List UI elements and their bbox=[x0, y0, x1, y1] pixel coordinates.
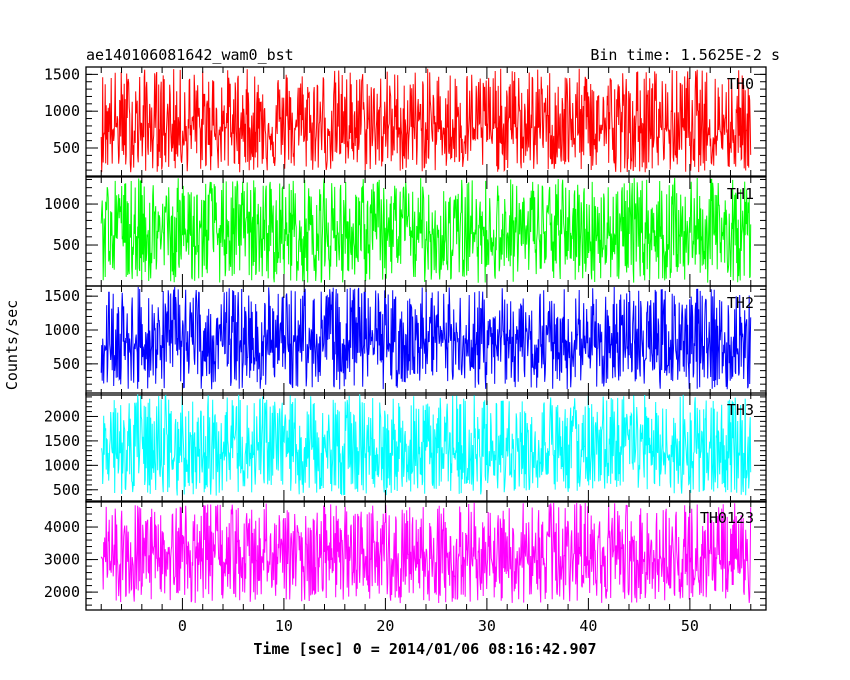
panel-label: TH0123 bbox=[700, 509, 754, 527]
panel-th1: 500 1000 TH1 bbox=[44, 176, 767, 287]
series-th0 bbox=[100, 68, 752, 173]
y-tick-label: 2000 bbox=[44, 583, 80, 601]
series-th3 bbox=[100, 394, 752, 496]
y-tick-label: 1500 bbox=[44, 65, 80, 83]
x-tick-label: 20 bbox=[376, 617, 394, 635]
y-tick-label: 500 bbox=[53, 355, 80, 373]
panel-label: TH3 bbox=[727, 401, 754, 419]
y-tick-label: 500 bbox=[53, 481, 80, 499]
panel-th0123: 2000 3000 4000 TH0123 bbox=[44, 500, 767, 611]
y-tick-label: 1000 bbox=[44, 321, 80, 339]
x-tick-label: 10 bbox=[275, 617, 293, 635]
y-tick-label: 1500 bbox=[44, 287, 80, 305]
y-tick-label: 500 bbox=[53, 139, 80, 157]
x-tick-label: 0 bbox=[178, 617, 187, 635]
y-axis-label: Counts/sec bbox=[3, 300, 21, 390]
series-th1 bbox=[100, 177, 752, 283]
panel-th3: 500 1000 1500 2000 TH3 bbox=[44, 392, 767, 503]
y-tick-label: 2000 bbox=[44, 407, 80, 425]
panel-label: TH2 bbox=[727, 294, 754, 312]
series-th0123 bbox=[100, 502, 752, 604]
panel-label: TH1 bbox=[727, 185, 754, 203]
panel-th0: 500 1000 1500 TH0 bbox=[44, 65, 767, 177]
x-tick-label: 30 bbox=[478, 617, 496, 635]
y-tick-label: 500 bbox=[53, 236, 80, 254]
y-tick-label: 3000 bbox=[44, 551, 80, 569]
y-tick-label: 1500 bbox=[44, 432, 80, 450]
y-tick-label: 1000 bbox=[44, 195, 80, 213]
x-tick-label: 50 bbox=[681, 617, 699, 635]
panel-th2: 500 1000 1500 TH2 bbox=[44, 285, 767, 396]
y-tick-label: 4000 bbox=[44, 518, 80, 536]
panel-label: TH0 bbox=[727, 75, 754, 93]
y-tick-label: 1000 bbox=[44, 456, 80, 474]
chart-title: ae140106081642_wam0_bst bbox=[86, 46, 294, 64]
series-th2 bbox=[100, 286, 752, 390]
x-axis-label: Time [sec] 0 = 2014/01/06 08:16:42.907 bbox=[253, 640, 596, 658]
x-tick-label: 40 bbox=[579, 617, 597, 635]
bin-time-label: Bin time: 1.5625E-2 s bbox=[590, 46, 780, 64]
y-tick-label: 1000 bbox=[44, 102, 80, 120]
